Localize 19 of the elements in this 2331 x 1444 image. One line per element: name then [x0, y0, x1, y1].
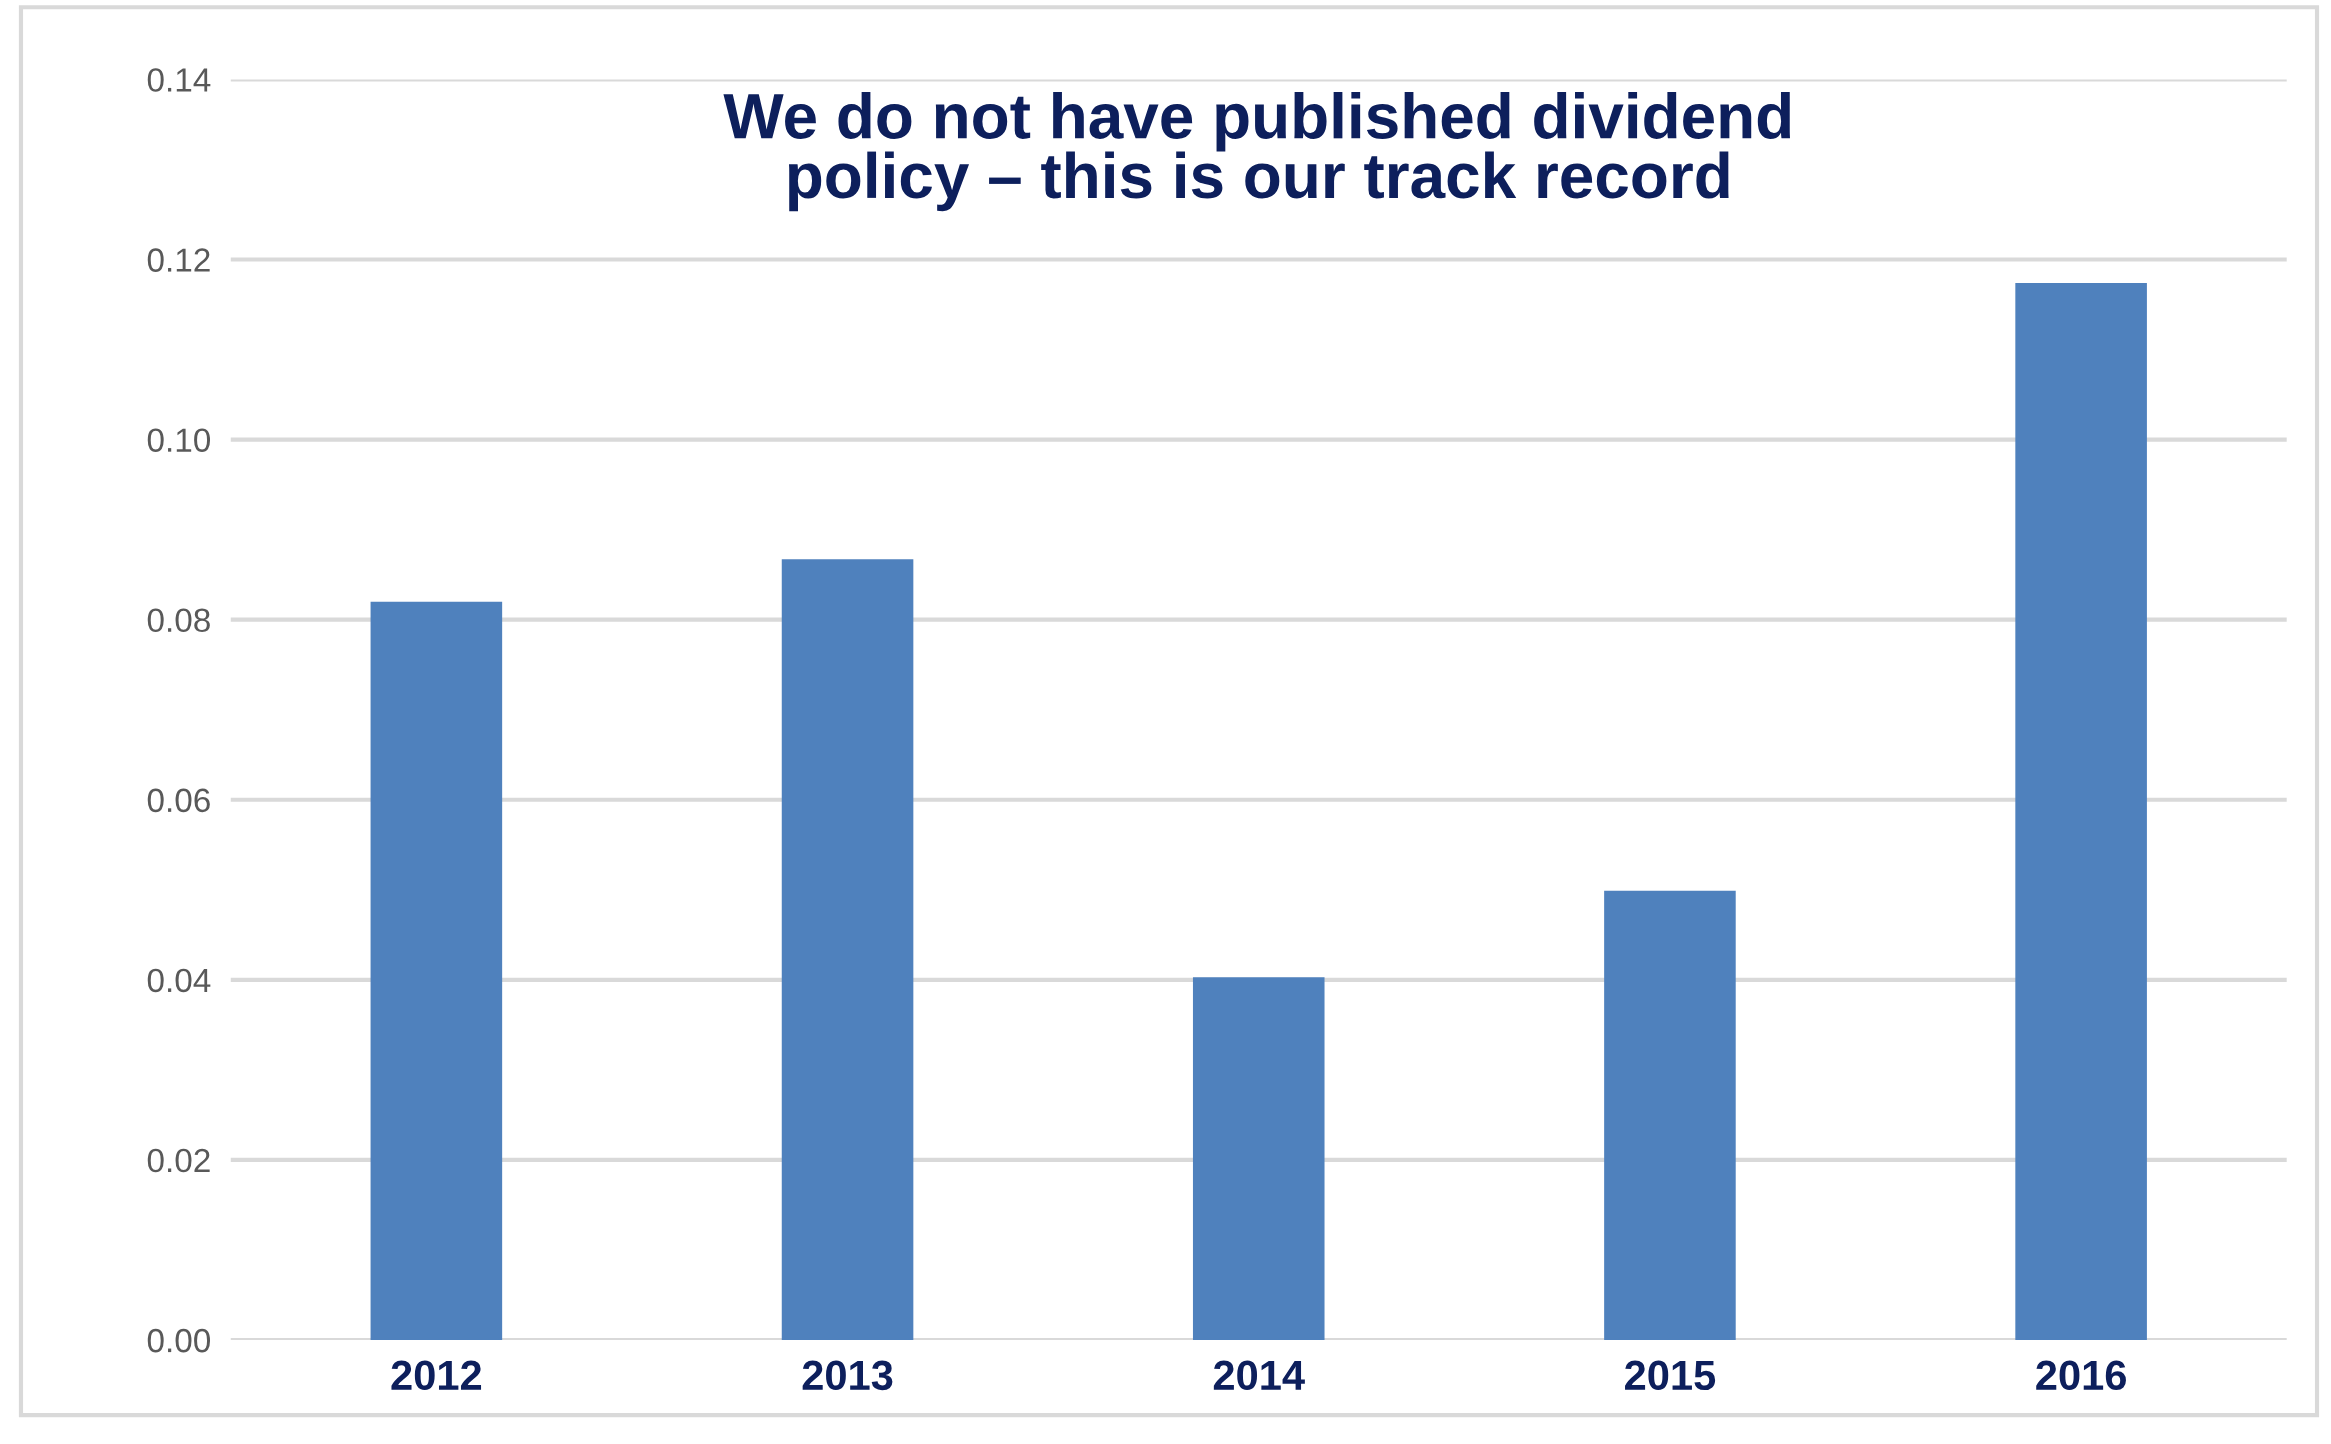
y-tick-label: 0.14 [147, 68, 211, 92]
bar [2015, 282, 2147, 1341]
bar [1604, 890, 1736, 1341]
y-tick-label: 0.12 [147, 248, 210, 272]
bar [1192, 977, 1325, 1341]
y-tick-label: 0.08 [147, 608, 210, 633]
x-tick-label: 2015 [1625, 1360, 1716, 1391]
y-tick-label: 0.02 [147, 1148, 210, 1173]
y-tick-label: 0.06 [147, 788, 210, 813]
x-tick-label: 2014 [1213, 1360, 1305, 1391]
y-tick-label: 0.04 [147, 968, 211, 993]
bar [781, 559, 914, 1341]
y-tick-label: 0.10 [147, 428, 211, 452]
y-tick-label: 0.00 [147, 1328, 211, 1353]
x-tick-label: 2016 [2036, 1360, 2126, 1391]
x-tick-label: 2012 [391, 1360, 482, 1391]
text: We do not have published dividend policy – this is our track record [723, 92, 1790, 212]
bar [370, 601, 503, 1341]
x-tick-label: 2013 [802, 1360, 893, 1391]
